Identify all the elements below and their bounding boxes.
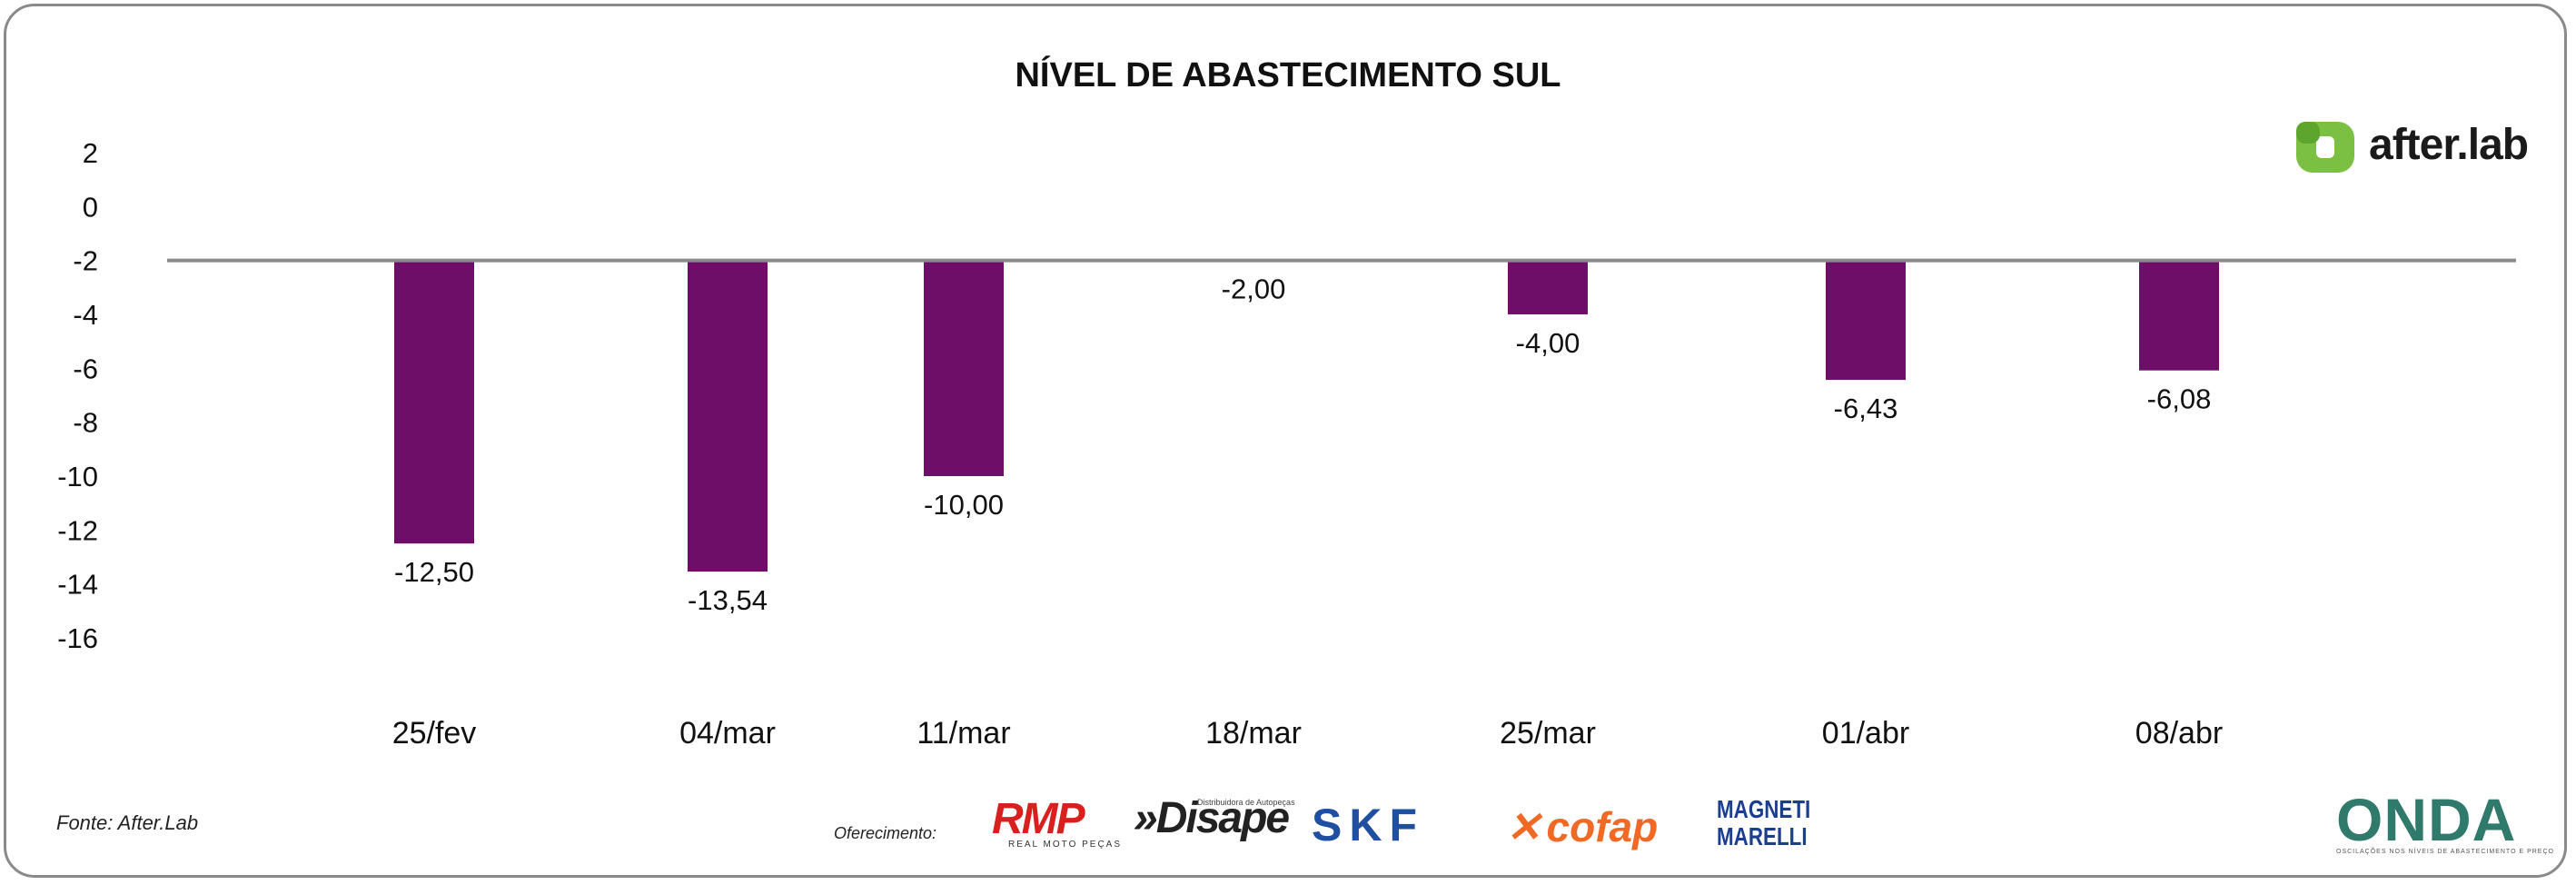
bar-value-label: -4,00 [1516, 327, 1580, 359]
bar [688, 260, 768, 572]
x-tick-label: 04/mar [679, 716, 776, 751]
onda-logo-tagline: OSCILAÇÕES NOS NÍVEIS DE ABASTECIMENTO E… [2336, 849, 2554, 855]
bar-value-label: -6,08 [2147, 383, 2212, 415]
bar-value-label: -12,50 [394, 556, 474, 588]
marelli-line-2: MARELLI [1717, 822, 1808, 850]
skf-logo: SKF [1312, 800, 1424, 850]
y-tick-label: 0 [83, 191, 98, 223]
bar [1826, 260, 1906, 381]
sponsors-label: Oferecimento: [834, 824, 937, 842]
y-tick-label: -2 [73, 245, 98, 277]
x-tick-label: 25/fev [392, 716, 477, 751]
after-lab-icon [2296, 122, 2354, 173]
y-tick-label: 2 [83, 137, 98, 169]
onda-logo: ONDA OSCILAÇÕES NOS NÍVEIS DE ABASTECIME… [2336, 786, 2554, 855]
y-tick-label: -10 [57, 461, 98, 492]
bar [924, 260, 1004, 476]
source-note: Fonte: After.Lab [56, 811, 199, 834]
y-tick-label: -14 [57, 569, 98, 601]
cofap-logo: ✕ cofap [1506, 800, 1658, 854]
y-tick-label: -6 [73, 353, 98, 384]
cofap-x-icon: ✕ [1506, 803, 1541, 850]
bar [1508, 260, 1588, 314]
bar [394, 260, 474, 544]
bar-value-label: -2,00 [1222, 273, 1286, 305]
bar-value-label: -6,43 [1834, 393, 1898, 424]
rmp-logo: RMP REAL MOTO PEÇAS [992, 795, 1123, 850]
x-tick-label: 11/mar [916, 716, 1010, 751]
x-tick-label: 08/abr [2135, 716, 2223, 751]
disape-logo: Distribuidora de Autopeças »Disape [1134, 794, 1295, 842]
onda-logo-text: ONDA [2336, 786, 2517, 853]
disape-logo-text: »Disape [1134, 794, 1290, 842]
y-tick-label: -4 [73, 299, 98, 331]
rmp-logo-text: RMP [992, 795, 1085, 843]
y-tick-label: -8 [73, 407, 98, 439]
x-tick-label: 25/mar [1500, 716, 1596, 751]
magneti-marelli-logo: MAGNETI MARELLI [1717, 796, 1810, 850]
x-tick-label: 01/abr [1822, 716, 1909, 751]
x-tick-label: 18/mar [1205, 716, 1302, 751]
disape-logo-tagline: Distribuidora de Autopeças [1197, 798, 1295, 807]
y-tick-label: -16 [57, 622, 98, 654]
bar-value-label: -13,54 [688, 584, 768, 616]
chart-title: NÍVEL DE ABASTECIMENTO SUL [1015, 56, 1561, 94]
marelli-line-1: MAGNETI [1717, 795, 1811, 823]
bar-value-label: -10,00 [924, 489, 1004, 521]
y-tick-label: -12 [57, 514, 98, 546]
cofap-logo-text: cofap [1546, 803, 1659, 850]
after-lab-logo-text: after.lab [2369, 121, 2529, 169]
rmp-logo-tagline: REAL MOTO PEÇAS [1008, 840, 1123, 850]
bar [2139, 260, 2219, 371]
